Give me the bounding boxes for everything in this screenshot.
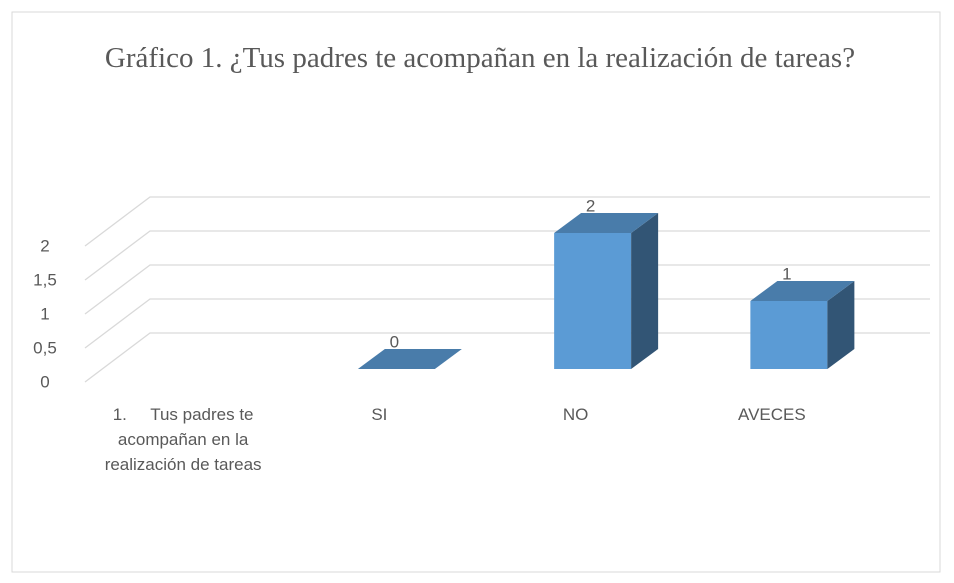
x-tick-label: SI	[371, 405, 388, 424]
data-label: 1	[782, 264, 791, 283]
bar-side	[631, 213, 659, 369]
chart-title: Gráfico 1. ¿Tus padres te acompañan en l…	[104, 42, 856, 74]
bar-front	[750, 301, 828, 369]
bar-top	[357, 349, 462, 369]
y-tick-label: 0,5	[33, 338, 57, 357]
x-tick-label: 1. Tus padres te acompañan en la realiza…	[104, 405, 262, 474]
bar	[750, 281, 855, 369]
grid-line	[84, 332, 930, 383]
grid-line	[84, 298, 930, 349]
y-tick-label: 1,5	[33, 270, 57, 289]
chart-border	[11, 11, 941, 573]
data-label: 0	[390, 332, 399, 351]
x-tick-label: AVECES	[738, 405, 806, 424]
bar-front	[554, 233, 632, 369]
bar	[357, 349, 462, 369]
y-tick-label: 0	[40, 372, 49, 391]
y-tick-label: 2	[40, 236, 49, 255]
grid-line	[84, 230, 930, 281]
data-label: 2	[586, 196, 595, 215]
x-tick-label: NO	[562, 405, 589, 424]
bar-top	[554, 213, 659, 233]
bar-side	[827, 281, 855, 369]
y-tick-label: 1	[40, 304, 49, 323]
grid-line	[84, 264, 930, 315]
bar	[554, 213, 659, 369]
bar-top	[750, 281, 855, 301]
grid-line	[84, 196, 930, 247]
